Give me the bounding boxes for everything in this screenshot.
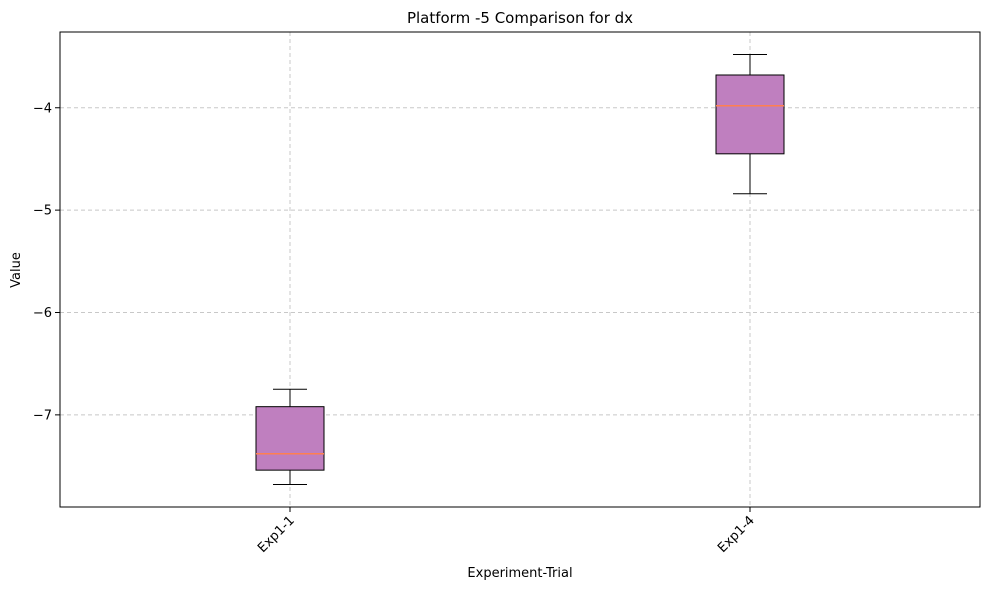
iqr-box — [255, 406, 325, 471]
box-Exp1-4 — [715, 54, 785, 195]
box-Exp1-1 — [255, 388, 325, 485]
iqr-box — [715, 74, 785, 155]
boxes — [255, 54, 785, 485]
chart-title: Platform -5 Comparison for dx — [407, 9, 633, 27]
y-tick-label: −6 — [33, 306, 52, 321]
y-axis-title: Value — [9, 252, 24, 288]
plot-frame — [59, 31, 981, 508]
y-tick-label: −7 — [33, 408, 52, 423]
y-tick-label: −5 — [33, 204, 52, 219]
y-tick-label: −4 — [33, 101, 52, 116]
x-axis-title: Experiment-Trial — [467, 566, 572, 581]
